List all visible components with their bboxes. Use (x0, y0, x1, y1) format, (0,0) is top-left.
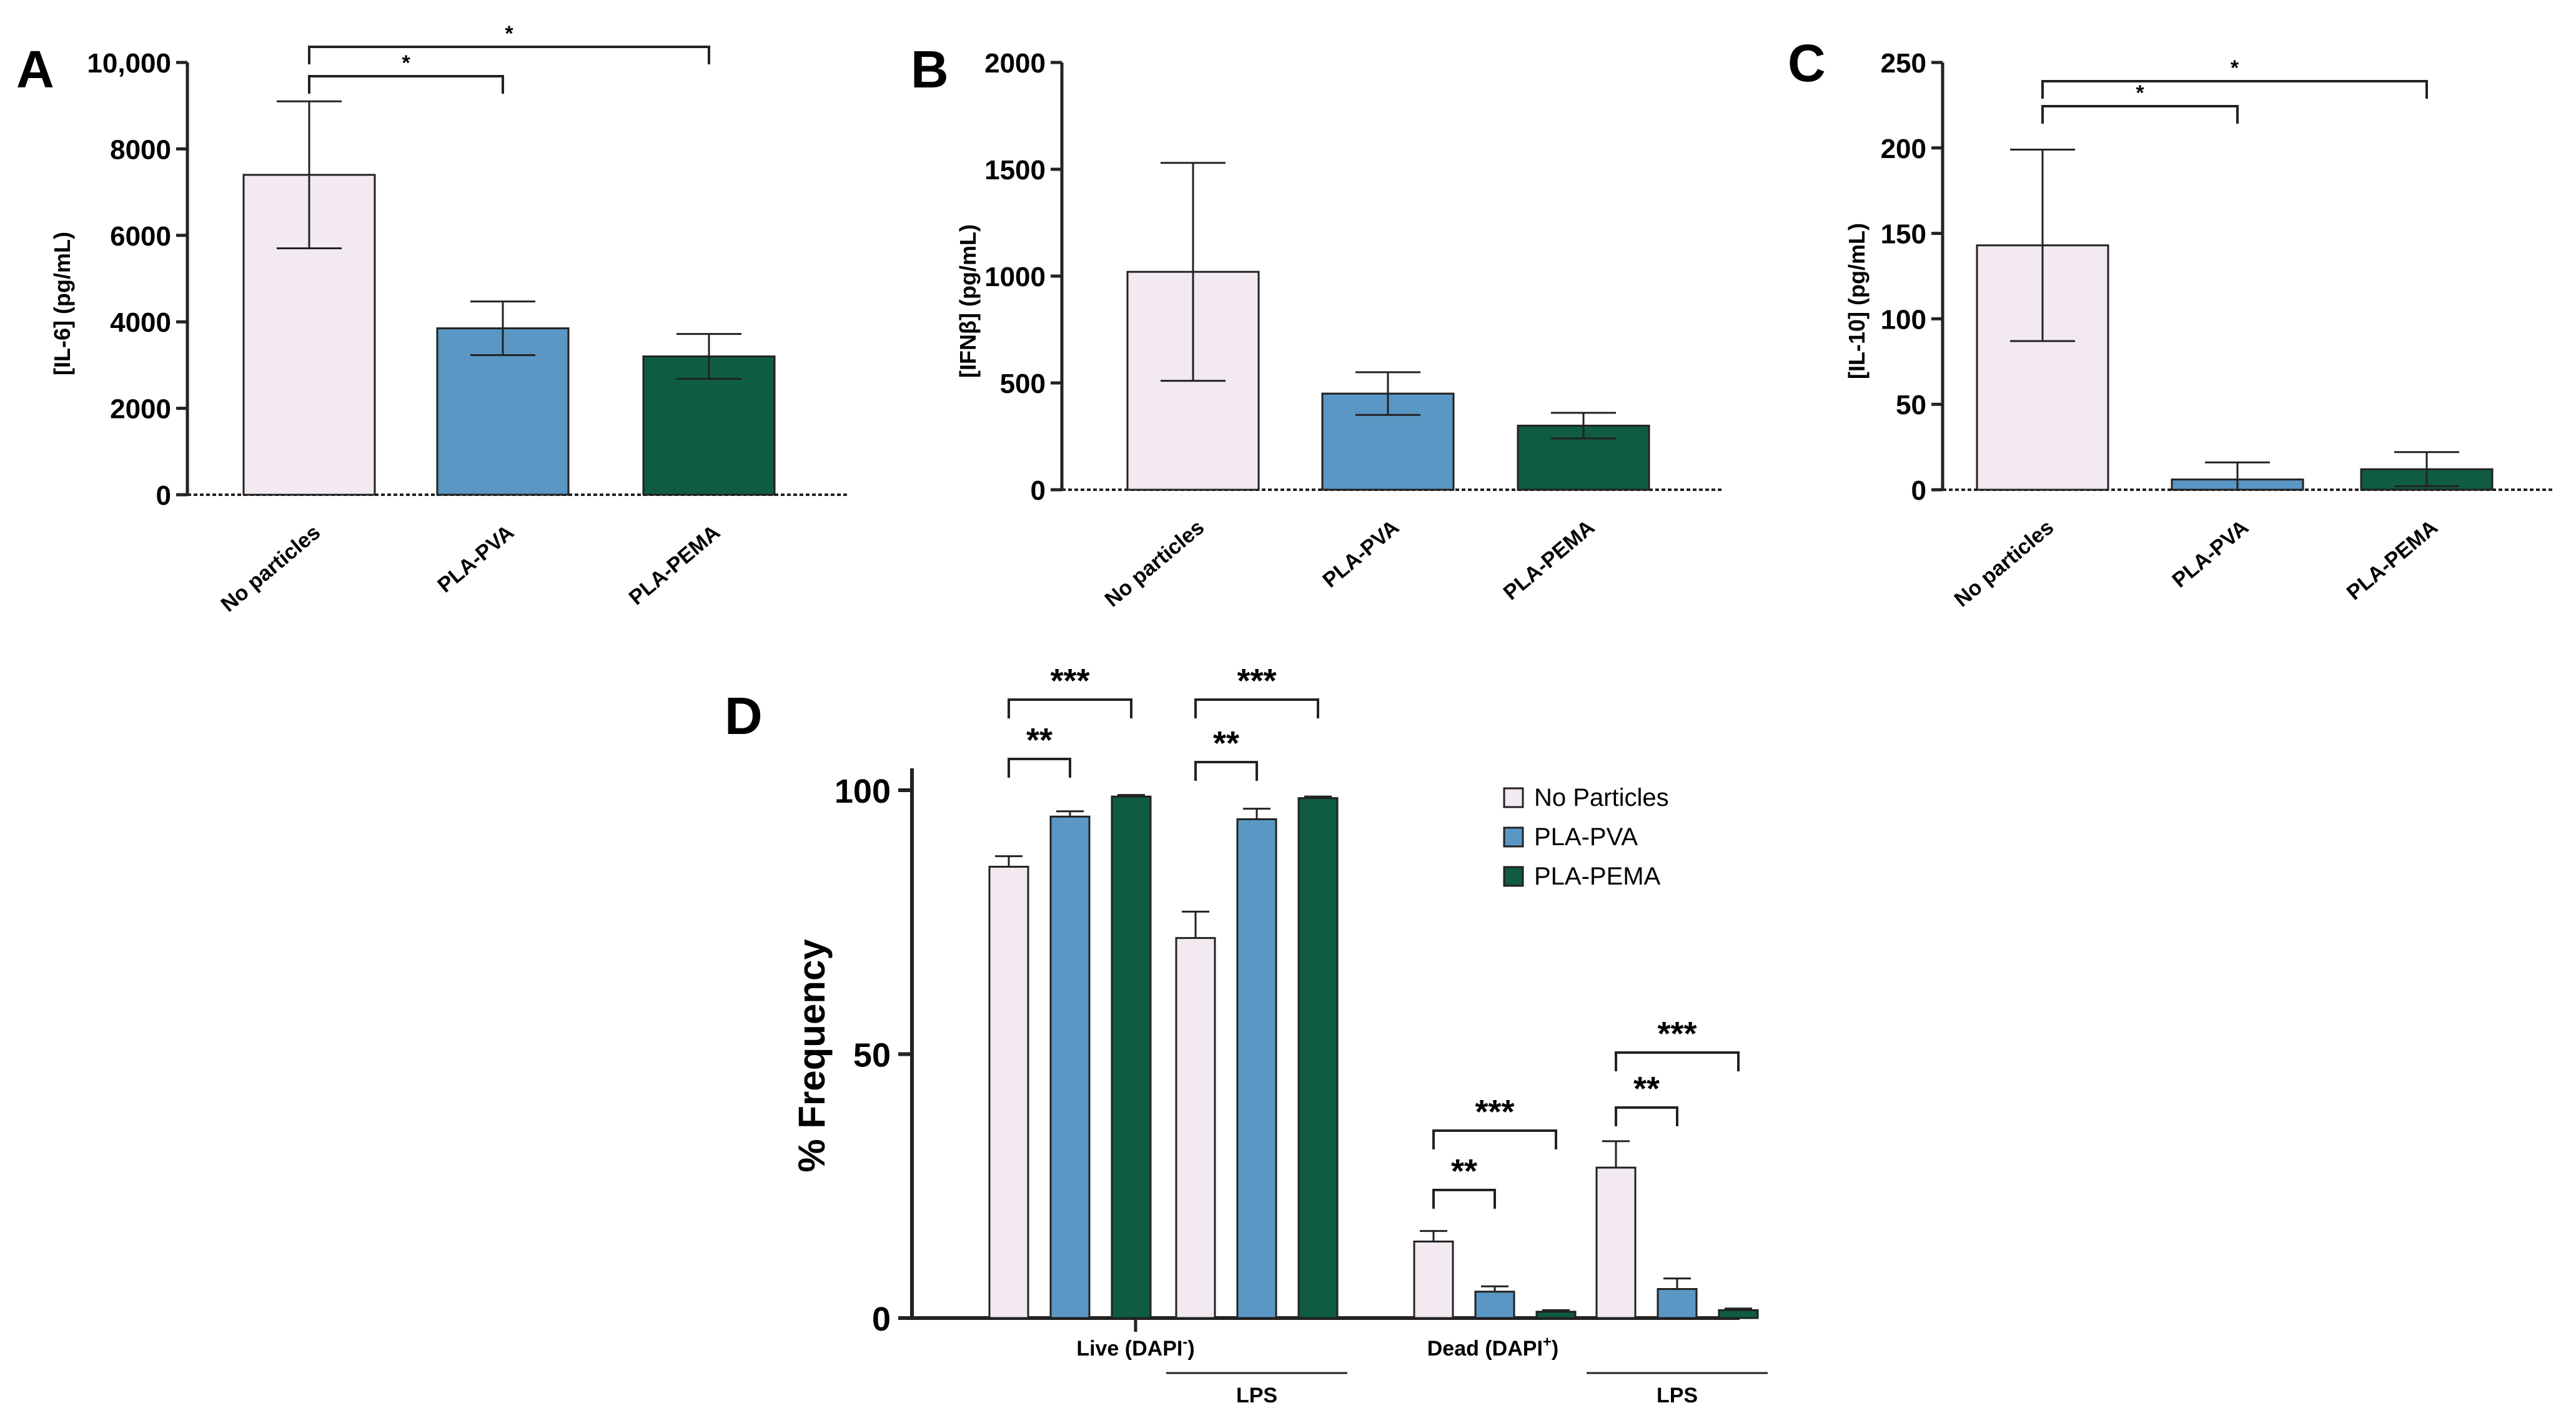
y-tick-label: 1000 (984, 262, 1046, 292)
y-tick-label: 0 (156, 480, 171, 511)
category-label: PLA-PEMA (1499, 515, 1599, 605)
panel-b-chart: B 0 500 1000 1500 2000 [IFNβ] (pg/mL) No partic… (911, 40, 1724, 612)
bar-pla-pva (1049, 815, 1091, 1319)
category-label: No particles (1101, 515, 1209, 612)
bar-pla-pema (1718, 1309, 1759, 1319)
bar-pla-pema (1535, 1311, 1577, 1319)
group-label-close: ) (1187, 1337, 1194, 1361)
y-tick-label: 150 (1881, 219, 1926, 250)
group-label-close: ) (1552, 1337, 1558, 1361)
panel-c-chart: C 0 50 100 150 200 250 [IL-10] (pg/mL) No partic… (1788, 34, 2555, 612)
y-tick-label: 6000 (110, 221, 171, 252)
group-label-text: Dead (DAPI (1427, 1337, 1543, 1361)
significance-stars: * (2231, 56, 2239, 80)
y-tick-label: 1500 (984, 155, 1046, 186)
y-tick-label: 0 (1031, 475, 1046, 506)
y-tick-label: 50 (853, 1037, 891, 1074)
significance-bracket (2041, 105, 2239, 124)
bar-no-particles (1175, 937, 1216, 1319)
group-label-sup: - (1182, 1334, 1187, 1351)
panel-letter: D (725, 687, 763, 745)
significance-stars: *** (1657, 1015, 1697, 1053)
panel-a-chart: A 0 2000 4000 6000 8000 10,000 [IL-6] (pg/mL) No… (16, 22, 850, 617)
category-label: PLA-PVA (433, 520, 518, 597)
significance-bracket (308, 46, 710, 64)
significance-bracket (2041, 80, 2428, 99)
y-tick-label: 10,000 (87, 48, 171, 79)
significance-stars: ** (1026, 721, 1053, 759)
significance-stars: *** (1050, 662, 1089, 700)
y-axis-title: [IL-10] (pg/mL) (1844, 223, 1870, 379)
significance-stars: * (505, 22, 513, 46)
significance-stars: * (402, 51, 410, 75)
lps-label: LPS (1236, 1384, 1277, 1407)
y-axis-title: [IFNβ] (pg/mL) (955, 224, 981, 378)
significance-bracket (1615, 1106, 1678, 1126)
bar-no-particles (1413, 1240, 1454, 1319)
panel-letter: B (911, 40, 949, 99)
bar-pla-pva (1474, 1291, 1515, 1319)
legend-label: No Particles (1534, 784, 1669, 811)
category-label: PLA-PEMA (2342, 515, 2442, 605)
group-label: Dead (DAPI+) (1427, 1334, 1558, 1361)
legend-label: PLA-PEMA (1534, 863, 1661, 890)
bar-no-particles (988, 866, 1029, 1319)
significance-bracket (1194, 698, 1319, 718)
significance-bracket (1432, 1129, 1557, 1149)
bar-no-particles (1595, 1166, 1637, 1319)
significance-stars: *** (1475, 1093, 1514, 1131)
category-label: No particles (1950, 515, 2059, 612)
significance-bracket (1194, 761, 1258, 781)
lps-label: LPS (1657, 1384, 1698, 1407)
legend-swatch (1503, 787, 1524, 808)
category-label: PLA-PVA (1318, 515, 1404, 592)
panel-letter: A (16, 40, 54, 99)
significance-stars: * (2136, 81, 2144, 105)
y-tick-label: 100 (1881, 304, 1926, 335)
legend-swatch (1503, 866, 1524, 887)
y-tick-label: 0 (1911, 475, 1926, 506)
significance-stars: *** (1237, 662, 1276, 700)
y-tick-label: 2000 (984, 48, 1046, 79)
group-label-sup: + (1543, 1334, 1552, 1351)
significance-bracket (1432, 1189, 1496, 1209)
significance-bracket (1008, 758, 1071, 778)
significance-bracket (1615, 1051, 1740, 1071)
y-tick-label: 2000 (110, 394, 171, 425)
significance-bracket (1008, 698, 1132, 718)
y-tick-label: 250 (1881, 48, 1926, 79)
y-tick-label: 200 (1881, 134, 1926, 164)
group-label-text: Live (DAPI (1076, 1337, 1182, 1361)
y-tick-label: 8000 (110, 134, 171, 165)
y-tick-label: 50 (1896, 390, 1926, 420)
significance-stars: ** (1633, 1070, 1660, 1108)
bar-pla-pva (1236, 818, 1277, 1319)
y-tick-label: 500 (1000, 369, 1046, 399)
bar-pla-pema (1297, 797, 1339, 1319)
y-axis-title: % Frequency (791, 939, 833, 1173)
significance-stars: ** (1213, 725, 1239, 762)
y-axis-title: [IL-6] (pg/mL) (49, 232, 75, 375)
group-label: Live (DAPI-) (1076, 1334, 1194, 1361)
bar-pla-pema (1111, 795, 1152, 1319)
y-tick-label: 4000 (110, 307, 171, 338)
significance-bracket (308, 75, 504, 94)
category-label: PLA-PVA (2167, 515, 2253, 592)
panel-letter: C (1788, 34, 1826, 92)
bar-pla-pva (1657, 1288, 1698, 1319)
legend-label: PLA-PVA (1534, 823, 1638, 851)
category-label: No particles (217, 520, 325, 617)
significance-stars: ** (1451, 1153, 1477, 1190)
y-tick-label: 0 (872, 1301, 891, 1338)
category-label: PLA-PEMA (625, 520, 725, 610)
legend-swatch (1503, 826, 1524, 848)
y-tick-label: 100 (835, 773, 891, 810)
